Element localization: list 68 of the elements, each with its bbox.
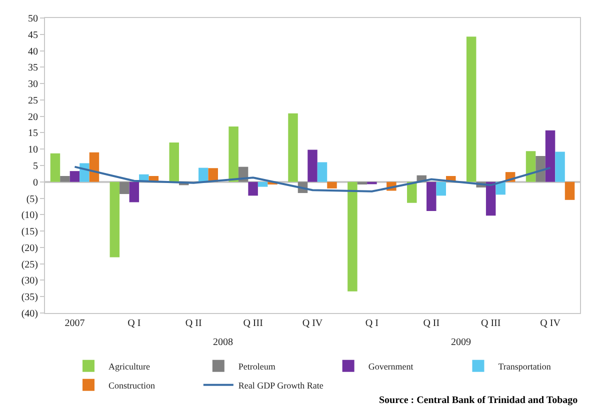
legend-label: Transportation (498, 361, 552, 372)
y-tick-label: (5) (26, 194, 38, 205)
bar (526, 151, 536, 182)
bar (357, 182, 368, 185)
y-tick-label: 50 (28, 14, 38, 24)
bar (198, 168, 208, 182)
y-tick-label: 0 (33, 177, 38, 188)
bar (536, 156, 546, 182)
y-tick-label: 30 (28, 79, 38, 90)
bar (545, 130, 556, 182)
bar (555, 152, 565, 182)
x-tick-label: Q I (365, 318, 378, 329)
bar (564, 182, 575, 200)
x-tick-label: Q II (423, 318, 440, 329)
y-tick-label: (10) (21, 210, 38, 222)
legend-label: Petroleum (238, 361, 276, 372)
y-tick-label: 20 (28, 112, 38, 123)
legend-label: Real GDP Growth Rate (238, 380, 324, 390)
y-tick-label: (40) (21, 308, 38, 320)
y-tick-label: 5 (33, 161, 38, 172)
bar (496, 182, 506, 195)
bar (327, 182, 337, 188)
legend-label: Agriculture (108, 361, 150, 372)
y-tick-label: 15 (28, 128, 38, 140)
bar (120, 182, 130, 194)
x-tick-label: Q III (243, 318, 263, 329)
bar (110, 182, 120, 258)
bar (317, 162, 328, 182)
bar (367, 182, 377, 184)
y-tick-label: (35) (21, 292, 38, 304)
bar (228, 126, 238, 182)
y-tick-label: 45 (28, 30, 38, 41)
bar (258, 182, 268, 187)
y-tick-label: (20) (21, 242, 38, 254)
line-series (74, 166, 552, 192)
bar (466, 36, 476, 182)
bar (248, 182, 258, 196)
bar (129, 182, 140, 202)
x-tick-label: Q I (128, 318, 141, 329)
x-tick-label: Q II (185, 318, 202, 329)
source-note: Source : Central Bank of Trinidad and Tobago (379, 395, 578, 406)
y-tick-label: (30) (21, 276, 38, 287)
y-tick-label: (25) (21, 259, 38, 270)
x-tick-label: Q IV (540, 318, 562, 329)
y-tick-label: 40 (28, 46, 38, 58)
y-tick-label: 35 (28, 62, 38, 74)
y-tick-label: 25 (28, 95, 38, 106)
y-tick-label: (15) (21, 226, 38, 238)
x-tick-label: Q IV (302, 318, 324, 329)
legend-label: Construction (108, 380, 156, 390)
bar (348, 182, 358, 292)
bar (169, 142, 179, 182)
bar (426, 182, 436, 212)
text: 2009 (451, 337, 471, 348)
bar (89, 152, 100, 182)
y-tick-label: 10 (28, 144, 38, 156)
bar (60, 176, 70, 182)
bar (50, 153, 60, 182)
bar (436, 182, 446, 196)
bar (288, 113, 298, 182)
legend-label: Government (368, 361, 414, 372)
x-tick-label: 2007 (64, 318, 85, 329)
bar (407, 182, 417, 203)
bar (70, 171, 80, 182)
x-tick-label: Q III (480, 318, 501, 329)
bar (486, 182, 496, 216)
bar (308, 150, 318, 182)
text: 2008 (213, 337, 233, 348)
